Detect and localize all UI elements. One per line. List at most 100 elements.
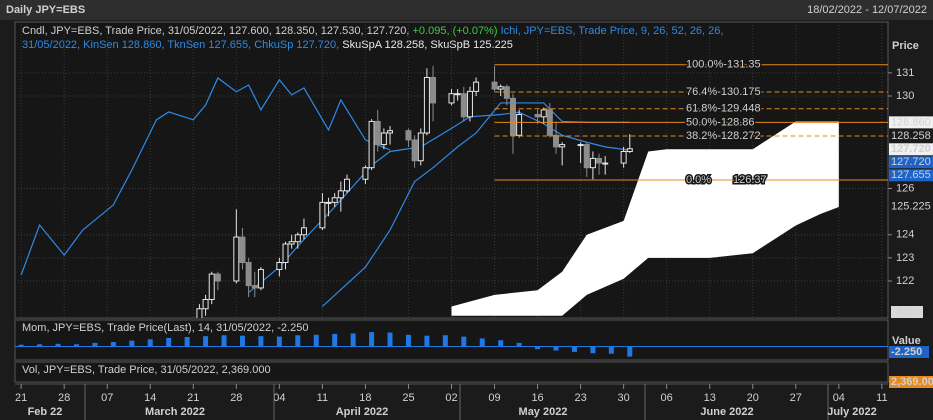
momentum-bar	[571, 346, 577, 352]
momentum-bar	[313, 334, 319, 347]
legend-ichimoku-values: 31/05/2022, KinSen 128.860, TknSen 127.6…	[22, 39, 513, 51]
momentum-bar	[498, 340, 504, 347]
momentum-bar	[516, 342, 522, 347]
candle-body	[491, 81, 498, 90]
legend-change: +0.095, (+0.07%)	[413, 25, 498, 37]
title-bar	[0, 0, 933, 20]
candle-body	[343, 178, 350, 192]
price-label: 127.720	[891, 143, 931, 155]
ichimoku-cloud	[451, 121, 839, 316]
candle-body	[337, 190, 344, 199]
candle-body	[233, 236, 240, 282]
momentum-value: -2.250	[891, 346, 922, 358]
candle-body	[540, 109, 547, 118]
momentum-bar	[590, 346, 596, 354]
x-tick-label: 14	[144, 392, 156, 404]
momentum-bar	[479, 338, 485, 347]
candle-body	[325, 201, 332, 204]
candle-body	[380, 132, 387, 146]
fib-value: 126.37	[733, 174, 767, 186]
price-label-box	[889, 116, 933, 129]
y-tick-label: 126	[896, 182, 914, 194]
fib-label: 38.2%-128.272	[686, 130, 761, 142]
candle-body	[257, 268, 264, 289]
x-month-label: Feb 22	[28, 406, 63, 418]
x-tick-label: 21	[187, 392, 199, 404]
x-tick-label: 04	[833, 392, 845, 404]
fib-label: 50.0%-128.86	[686, 116, 755, 128]
candle-body	[430, 77, 437, 104]
momentum-bar	[92, 342, 98, 347]
x-tick-label: 21	[15, 392, 27, 404]
x-tick-label: 16	[531, 392, 543, 404]
candle-body	[245, 262, 252, 287]
candle-body	[196, 308, 203, 318]
candle-body	[239, 236, 246, 263]
candle-body	[282, 243, 289, 263]
x-tick-label: 04	[273, 392, 285, 404]
x-tick-label: 09	[488, 392, 500, 404]
momentum-bar	[203, 336, 209, 347]
candle-body	[596, 157, 603, 164]
momentum-value-box	[889, 346, 929, 358]
momentum-bar	[442, 335, 448, 347]
y-tick-label: 123	[896, 252, 914, 264]
candle-body	[589, 157, 596, 169]
candle-body	[626, 148, 633, 153]
candle-body	[208, 273, 215, 300]
ichimoku-kinsen	[321, 102, 630, 307]
candle-body	[553, 134, 560, 148]
momentum-title: Mom, JPY=EBS, Trade Price(Last), 14, 31/…	[22, 322, 308, 334]
candle-body	[288, 241, 295, 245]
candle-body	[534, 114, 541, 118]
candle-body	[509, 97, 516, 136]
candle-body	[620, 151, 627, 164]
price-label-box	[889, 169, 933, 182]
candle-body	[466, 90, 473, 118]
momentum-bar	[332, 333, 338, 347]
auto-button[interactable]	[891, 306, 923, 318]
x-tick-label: 23	[574, 392, 586, 404]
auto-button-label[interactable]: Auto	[896, 306, 919, 318]
candle-body	[473, 81, 480, 92]
x-tick-label: 13	[704, 392, 716, 404]
window-title: Daily JPY=EBS	[6, 4, 85, 16]
y-tick-label: 130	[896, 90, 914, 102]
candle-body	[251, 285, 258, 289]
x-month-label: May 2022	[519, 406, 568, 418]
candle-body	[423, 77, 430, 134]
candle-body	[417, 132, 424, 162]
momentum-bar	[369, 332, 375, 347]
candle-body	[300, 227, 307, 236]
date-range: 18/02/2022 - 12/07/2022	[807, 4, 927, 16]
x-tick-label: 06	[661, 392, 673, 404]
candle-body	[368, 120, 375, 169]
candle-body	[405, 130, 412, 141]
candle-body	[577, 144, 584, 147]
x-tick-label: 20	[747, 392, 759, 404]
momentum-bar	[258, 336, 264, 347]
x-tick-label: 27	[790, 392, 802, 404]
momentum-bar	[110, 342, 116, 347]
legend-candle: Cndl, JPY=EBS, Trade Price, 31/05/2022, …	[22, 25, 723, 37]
candle-body	[559, 144, 566, 148]
momentum-bar	[424, 335, 430, 347]
momentum-bar	[129, 340, 135, 347]
momentum-bar	[405, 334, 411, 347]
momentum-bar	[461, 336, 467, 347]
fib-label: 100.0%-131.35	[686, 59, 761, 71]
x-tick-label: 28	[230, 392, 242, 404]
x-tick-label: 28	[58, 392, 70, 404]
candle-body	[331, 197, 338, 203]
x-month-label: April 2022	[336, 406, 389, 418]
candle-body	[497, 86, 504, 90]
legend-ichimoku-lines: 31/05/2022, KinSen 128.860, TknSen 127.6…	[22, 39, 339, 51]
price-label: 127.720	[891, 156, 931, 168]
ichimoku-chkusp	[20, 77, 391, 276]
momentum-bar	[239, 335, 245, 347]
momentum-bar	[221, 335, 227, 347]
volume-panel	[14, 361, 889, 383]
legend-senkou: SkuSpA 128.258, SkuSpB 125.225	[342, 39, 513, 51]
price-label-box	[889, 143, 933, 156]
